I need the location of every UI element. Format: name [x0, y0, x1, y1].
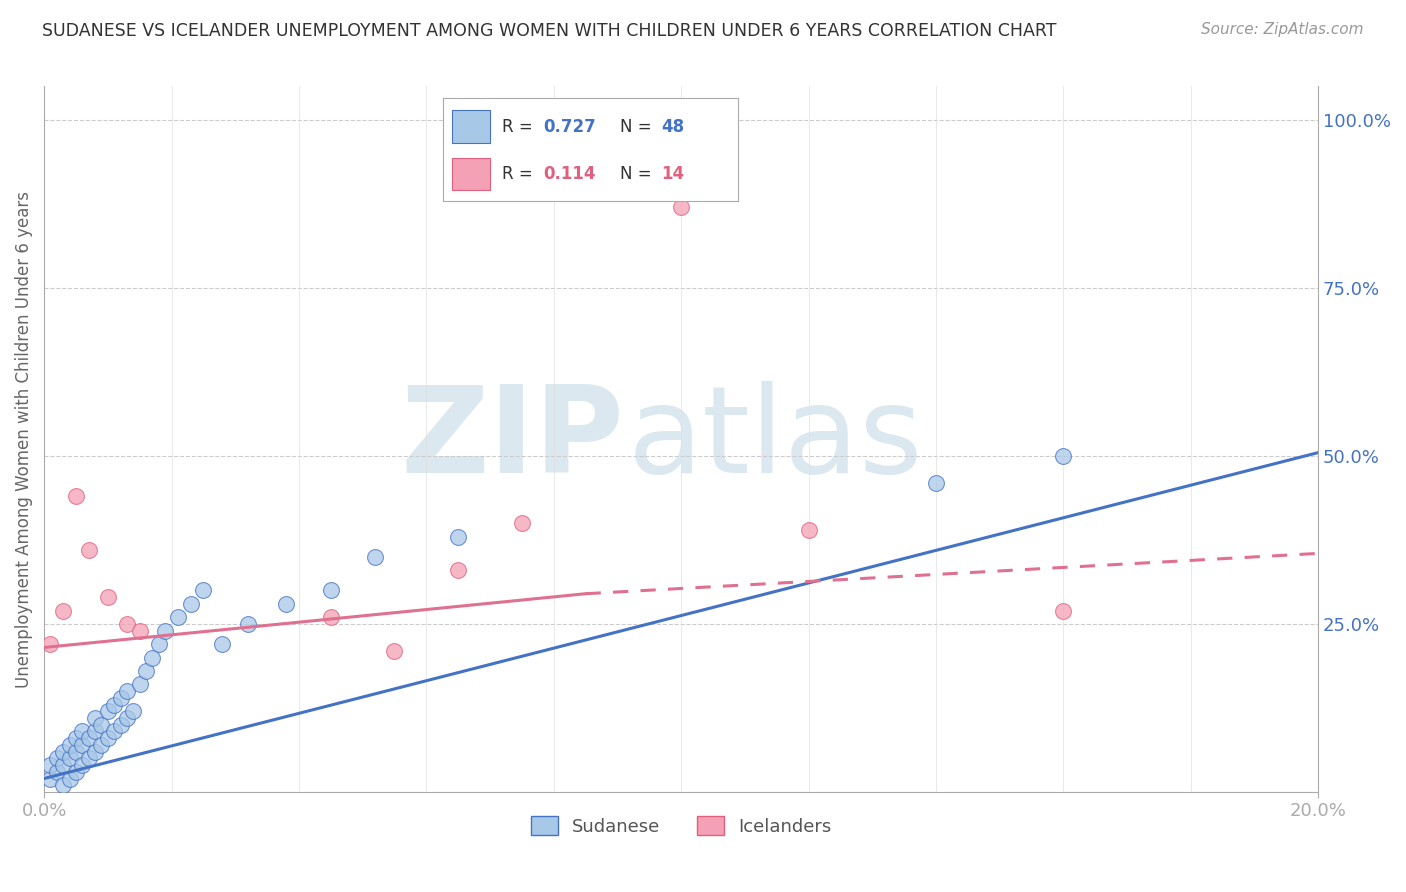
Point	[797, 523, 820, 537]
Point	[141, 650, 163, 665]
Text: 0.114: 0.114	[543, 165, 596, 183]
Point	[39, 758, 62, 772]
Point	[447, 530, 470, 544]
Point	[135, 664, 157, 678]
Point	[925, 475, 948, 490]
Point	[58, 772, 80, 786]
Point	[1052, 449, 1074, 463]
Point	[65, 731, 87, 746]
Point	[384, 644, 406, 658]
Point	[77, 731, 100, 746]
Text: 14: 14	[661, 165, 685, 183]
Point	[180, 597, 202, 611]
Point	[319, 583, 342, 598]
Point	[90, 718, 112, 732]
Point	[1052, 603, 1074, 617]
Text: R =: R =	[502, 118, 538, 136]
Point	[319, 610, 342, 624]
Point	[77, 543, 100, 558]
Point	[115, 684, 138, 698]
Point	[669, 200, 692, 214]
Text: atlas: atlas	[627, 381, 924, 498]
Text: Source: ZipAtlas.com: Source: ZipAtlas.com	[1201, 22, 1364, 37]
Point	[128, 677, 150, 691]
Point	[39, 637, 62, 651]
Point	[97, 590, 120, 604]
Bar	[451, 158, 491, 190]
Point	[115, 617, 138, 632]
Point	[153, 624, 176, 638]
Point	[211, 637, 233, 651]
Point	[122, 704, 145, 718]
Point	[193, 583, 215, 598]
Point	[115, 711, 138, 725]
Point	[52, 758, 75, 772]
Text: 0.727: 0.727	[543, 118, 596, 136]
Point	[90, 738, 112, 752]
Point	[45, 764, 67, 779]
Point	[84, 711, 107, 725]
Point	[65, 764, 87, 779]
Point	[128, 624, 150, 638]
Point	[65, 745, 87, 759]
Text: 48: 48	[661, 118, 685, 136]
Point	[110, 690, 132, 705]
Point	[72, 724, 94, 739]
Point	[39, 772, 62, 786]
Point	[84, 745, 107, 759]
Text: N =: N =	[620, 165, 657, 183]
Point	[45, 751, 67, 765]
Text: N =: N =	[620, 118, 657, 136]
Point	[84, 724, 107, 739]
Point	[72, 738, 94, 752]
Y-axis label: Unemployment Among Women with Children Under 6 years: Unemployment Among Women with Children U…	[15, 191, 32, 688]
Point	[236, 617, 259, 632]
Point	[58, 738, 80, 752]
Legend: Sudanese, Icelanders: Sudanese, Icelanders	[523, 809, 839, 843]
Text: SUDANESE VS ICELANDER UNEMPLOYMENT AMONG WOMEN WITH CHILDREN UNDER 6 YEARS CORRE: SUDANESE VS ICELANDER UNEMPLOYMENT AMONG…	[42, 22, 1057, 40]
Point	[103, 724, 125, 739]
Point	[65, 489, 87, 503]
Point	[52, 603, 75, 617]
Point	[72, 758, 94, 772]
Bar	[451, 111, 491, 144]
Point	[276, 597, 298, 611]
Point	[167, 610, 190, 624]
Point	[103, 698, 125, 712]
Point	[97, 704, 120, 718]
Text: ZIP: ZIP	[401, 381, 624, 498]
Text: R =: R =	[502, 165, 538, 183]
Point	[110, 718, 132, 732]
Point	[364, 549, 387, 564]
Point	[52, 745, 75, 759]
Point	[58, 751, 80, 765]
Point	[510, 516, 533, 531]
Point	[52, 778, 75, 792]
Point	[447, 563, 470, 577]
Point	[148, 637, 170, 651]
Point	[97, 731, 120, 746]
Point	[77, 751, 100, 765]
